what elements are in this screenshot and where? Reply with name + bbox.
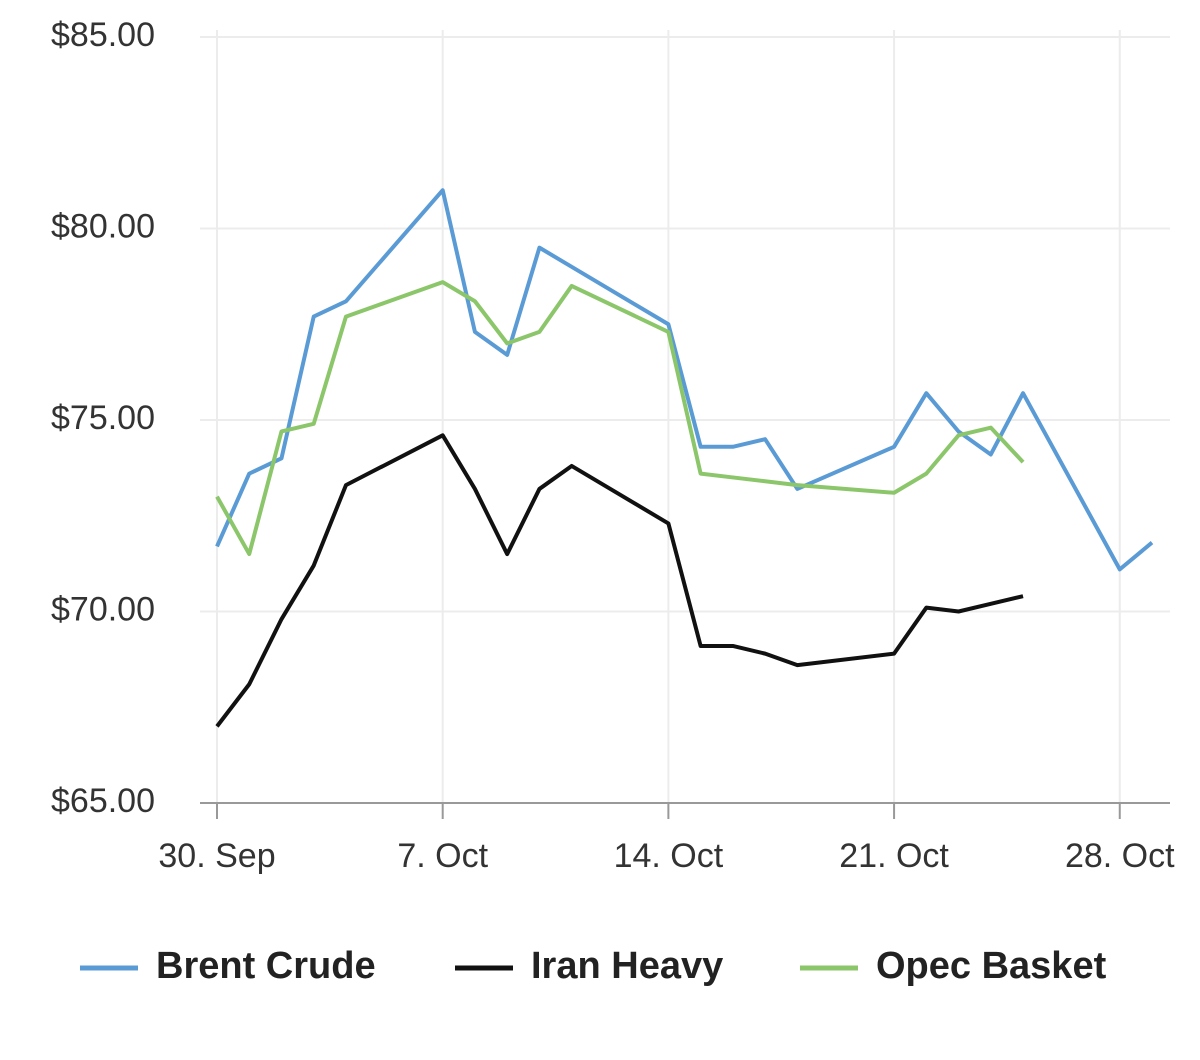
series-line [215,433,1024,728]
x-tick-label: 28. Oct [1065,837,1175,875]
x-tick-label: 14. Oct [614,837,724,875]
y-tick-label: $85.00 [51,16,155,54]
x-tick-label: 21. Oct [839,837,949,875]
y-tick-label: $70.00 [51,590,155,628]
y-tick-label: $75.00 [51,399,155,437]
legend-label: Brent Crude [156,945,376,987]
y-tick-label: $80.00 [51,207,155,245]
series-line [215,280,1025,557]
x-tick-label: 30. Sep [158,837,275,875]
legend-label: Opec Basket [876,945,1107,987]
series-line [215,188,1154,572]
y-tick-label: $65.00 [51,782,155,820]
legend-label: Iran Heavy [531,945,723,987]
x-tick-label: 7. Oct [397,837,488,875]
